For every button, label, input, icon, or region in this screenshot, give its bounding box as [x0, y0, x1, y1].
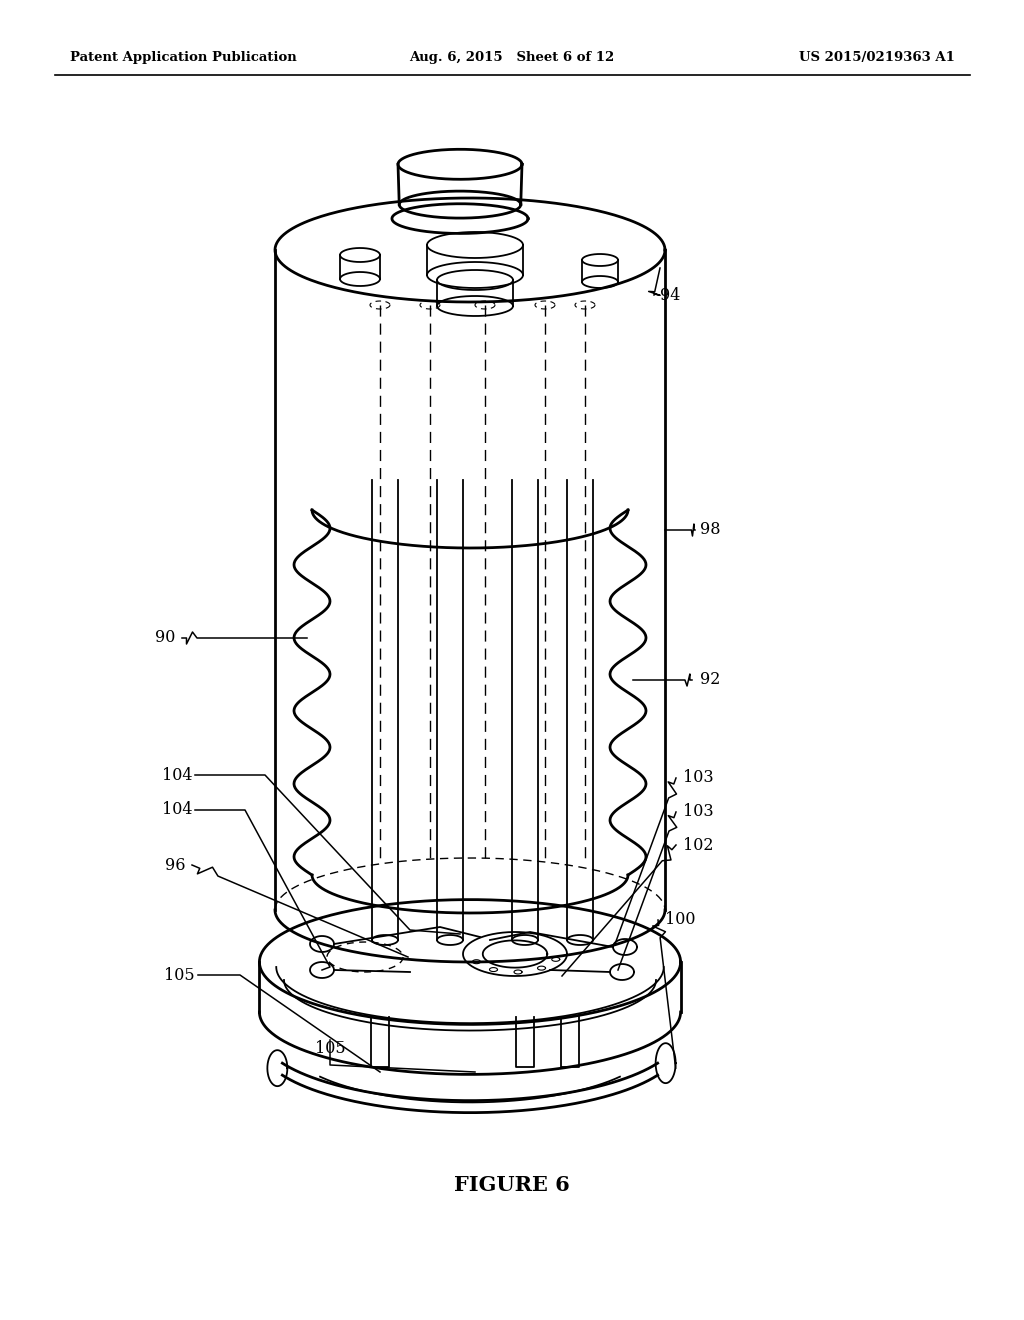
- Text: 90: 90: [155, 630, 175, 647]
- Text: 94: 94: [660, 286, 680, 304]
- Text: Patent Application Publication: Patent Application Publication: [70, 51, 297, 65]
- Text: Aug. 6, 2015   Sheet 6 of 12: Aug. 6, 2015 Sheet 6 of 12: [410, 51, 614, 65]
- Text: 92: 92: [700, 672, 720, 689]
- Text: 104: 104: [162, 767, 193, 784]
- Text: 102: 102: [683, 837, 714, 854]
- Text: FIGURE 6: FIGURE 6: [454, 1175, 570, 1195]
- Text: 103: 103: [683, 804, 714, 821]
- Text: 105: 105: [314, 1040, 345, 1057]
- Text: 105: 105: [165, 966, 195, 983]
- Text: 98: 98: [700, 521, 721, 539]
- Text: US 2015/0219363 A1: US 2015/0219363 A1: [799, 51, 955, 65]
- Text: 103: 103: [683, 770, 714, 787]
- Text: 104: 104: [162, 801, 193, 818]
- Text: 100: 100: [665, 912, 695, 928]
- Text: 96: 96: [165, 857, 185, 874]
